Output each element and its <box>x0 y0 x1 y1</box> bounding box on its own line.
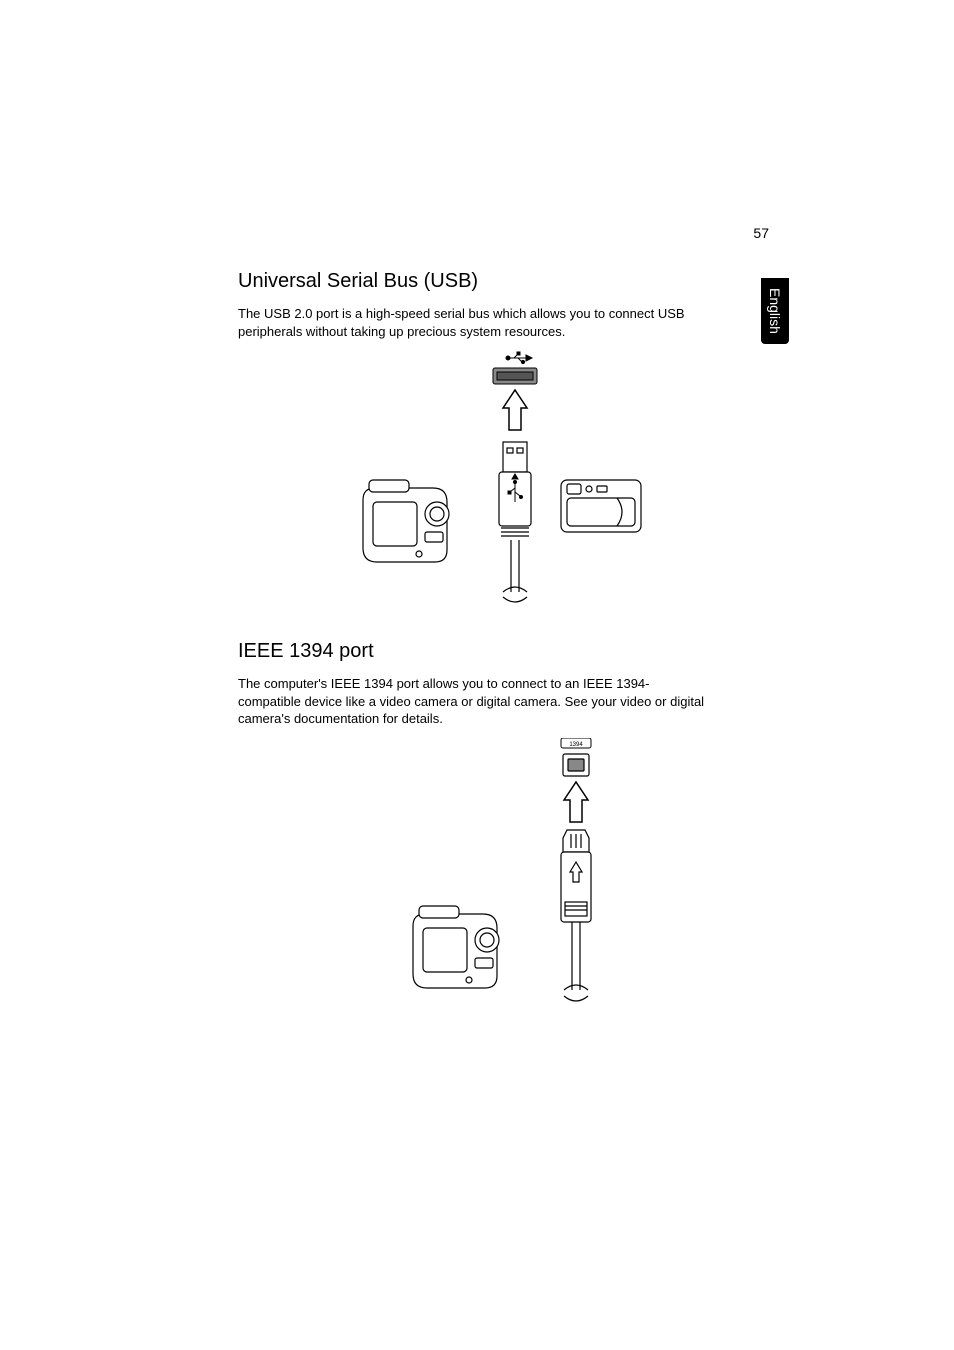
page-content: Universal Serial Bus (USB) The USB 2.0 p… <box>238 270 708 1078</box>
usb-heading: Universal Serial Bus (USB) <box>238 270 708 293</box>
ieee1394-figure: 1394 <box>238 738 708 1048</box>
usb-diagram-icon <box>293 350 653 610</box>
svg-text:1394: 1394 <box>569 742 583 748</box>
ieee1394-heading: IEEE 1394 port <box>238 640 708 663</box>
page-number: 57 <box>753 225 769 241</box>
language-tab: English <box>761 278 789 344</box>
ieee1394-body-text: The computer's IEEE 1394 port allows you… <box>238 675 708 728</box>
usb-body-text: The USB 2.0 port is a high-speed serial … <box>238 305 708 340</box>
ieee1394-diagram-icon: 1394 <box>313 738 633 1048</box>
usb-figure <box>238 350 708 610</box>
